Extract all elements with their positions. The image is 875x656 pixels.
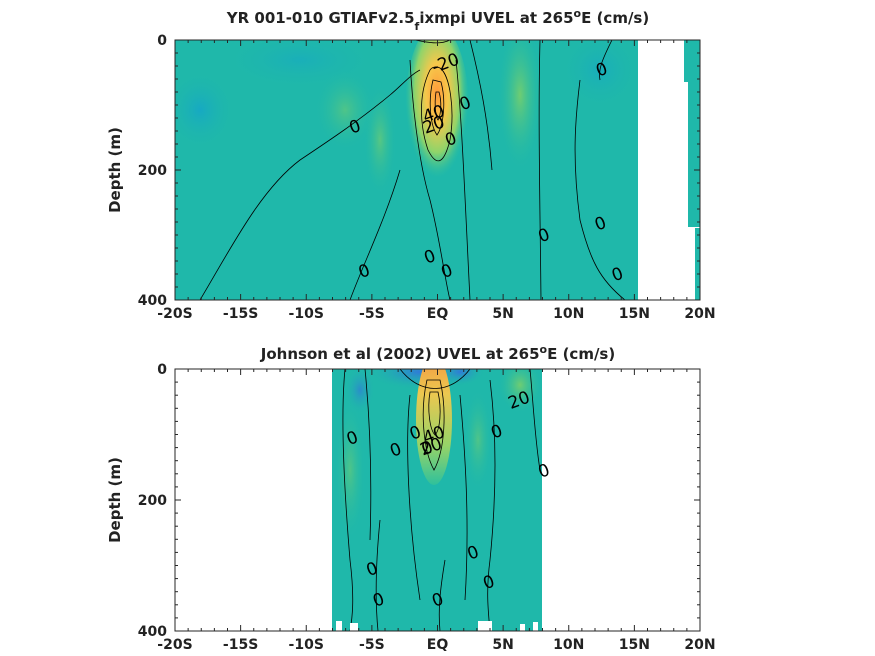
panel-1-x-tick-label: -5S [359, 306, 385, 322]
panel-1-y-axis: 0 200 400 [138, 33, 700, 309]
panel-1-y-tick-label: 200 [138, 163, 167, 179]
panel-2-x-tick-label: -20S [157, 637, 192, 653]
panel-2-x-tick-label: EQ [427, 637, 449, 653]
panel-1-y-tick-label: 400 [138, 293, 167, 309]
panel-2: Johnson et al (2002) UVEL at 265oE (cm/s… [106, 343, 716, 653]
panel-1-x-axis: -20S -15S -10S -5S EQ 5N 10N 15N 20N [157, 40, 716, 322]
panel-1-x-tick-label: -15S [223, 306, 258, 322]
panel-1: YR 001-010 GTIAFv2.5fixmpi UVEL at 265oE… [106, 7, 716, 322]
panel-1-x-tick-label: 5N [492, 306, 513, 322]
panel-2-y-axis-label: Depth (m) [106, 457, 124, 543]
panel-1-x-tick-label: 15N [619, 306, 650, 322]
panel-2-missing-edge [336, 621, 538, 631]
panel-2-x-tick-label: -15S [223, 637, 258, 653]
panel-1-x-tick-label: -10S [289, 306, 324, 322]
panel-2-x-tick-label: -10S [289, 637, 324, 653]
panel-1-field [175, 40, 700, 300]
panel-2-x-tick-label: -5S [359, 637, 385, 653]
panel-2-title: Johnson et al (2002) UVEL at 265oE (cm/s… [260, 343, 615, 363]
panel-1-x-tick-label: 10N [553, 306, 584, 322]
panel-1-title: YR 001-010 GTIAFv2.5fixmpi UVEL at 265oE… [226, 7, 649, 33]
panel-2-y-tick-label: 200 [138, 493, 167, 509]
panel-2-x-axis: -20S -15S -10S -5S EQ 5N 10N 15N 20N [157, 369, 716, 653]
panel-2-x-tick-label: 15N [619, 637, 650, 653]
panel-1-x-tick-label: -20S [157, 306, 192, 322]
panel-1-x-tick-label: 20N [684, 306, 715, 322]
panel-2-y-tick-label: 0 [157, 362, 167, 378]
panel-2-field [332, 369, 542, 631]
panel-1-y-tick-label: 0 [157, 33, 167, 49]
panel-2-x-tick-label: 5N [492, 637, 513, 653]
panel-2-y-tick-label: 400 [138, 624, 167, 640]
panel-1-y-axis-label: Depth (m) [106, 127, 124, 213]
panel-1-x-tick-label: EQ [427, 306, 449, 322]
panel-2-y-axis: 0 200 400 [138, 362, 700, 640]
panel-2-x-tick-label: 10N [553, 637, 584, 653]
panel-2-x-tick-label: 20N [684, 637, 715, 653]
